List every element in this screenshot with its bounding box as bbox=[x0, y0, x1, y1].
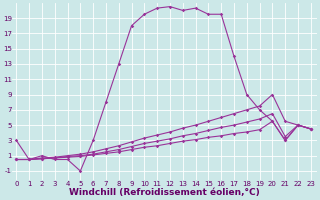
X-axis label: Windchill (Refroidissement éolien,°C): Windchill (Refroidissement éolien,°C) bbox=[69, 188, 260, 197]
